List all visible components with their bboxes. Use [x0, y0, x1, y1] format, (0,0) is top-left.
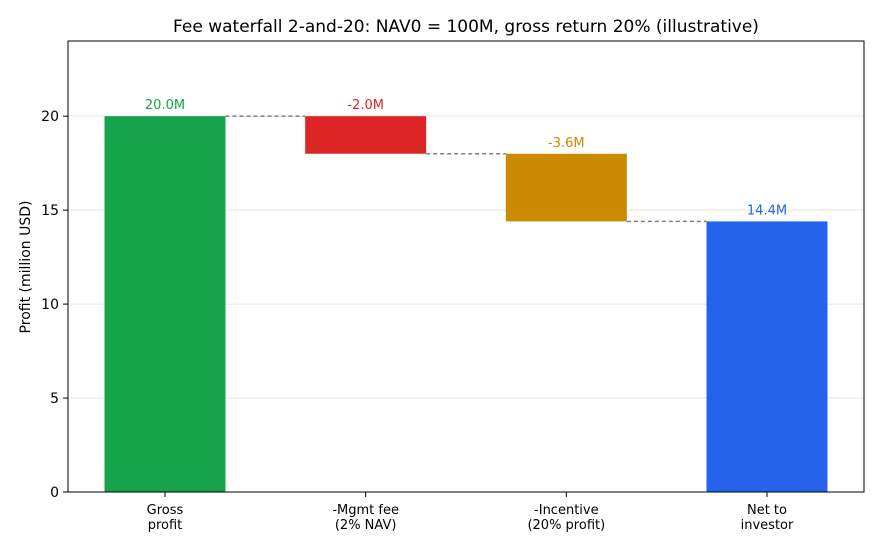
x-tick-label-3-1: investor [741, 518, 794, 533]
y-tick-label-10: 10 [41, 297, 59, 313]
data-label-1: -2.0M [347, 98, 384, 113]
x-tick-label-3-0: Net to [747, 503, 787, 518]
bar-2 [505, 153, 627, 222]
bar-3 [706, 221, 828, 492]
y-tick-label-20: 20 [41, 109, 59, 125]
x-tick-label-2-0: -Incentive [534, 503, 599, 518]
data-label-2: -3.6M [548, 136, 585, 151]
plot-frame [67, 40, 865, 493]
x-tick-label-1-0: -Mgmt fee [332, 503, 399, 518]
y-axis-ticks: 0 5 10 15 20 [41, 109, 68, 501]
x-tick-label-2-1: (20% profit) [527, 518, 605, 533]
bar-0 [104, 116, 226, 493]
x-tick-label-0-1: profit [148, 518, 183, 533]
y-tick-label-5: 5 [50, 391, 59, 407]
chart-title: Fee waterfall 2-and-20: NAV0 = 100M, gro… [173, 17, 759, 37]
y-axis-label: Profit (million USD) [18, 201, 34, 334]
y-tick-label-15: 15 [41, 203, 59, 219]
x-tick-label-1-1: (2% NAV) [335, 518, 397, 533]
y-tick-label-0: 0 [50, 485, 59, 501]
data-labels: 20.0M -2.0M -3.6M 14.4M [145, 98, 787, 218]
bars [104, 116, 828, 493]
data-label-3: 14.4M [747, 203, 787, 218]
bar-1 [305, 116, 427, 154]
x-tick-label-0-0: Gross [147, 503, 184, 518]
connectors [225, 115, 707, 223]
data-label-0: 20.0M [145, 98, 185, 113]
